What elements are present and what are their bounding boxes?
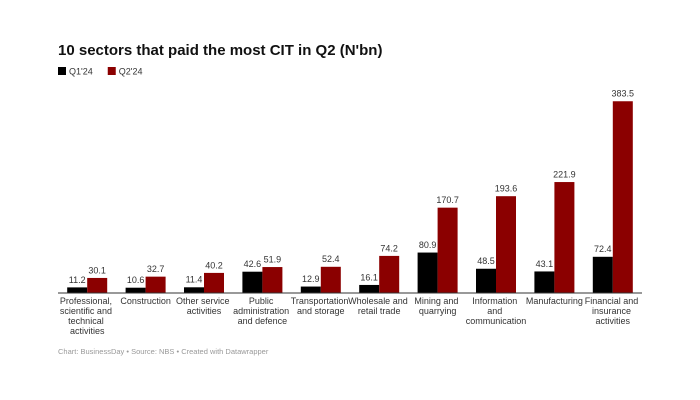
x-tick-label: Construction [120,296,171,306]
value-label: 10.6 [127,275,145,285]
value-label: 74.2 [380,243,398,253]
x-tick-line: Financial and [585,296,641,306]
value-label: 43.1 [536,259,554,269]
value-label: 48.5 [477,256,495,266]
bar [612,101,633,293]
x-tick-line: communication [466,316,527,326]
x-tick-label: Public administration and defence [233,296,292,326]
value-label: 383.5 [612,89,635,99]
bar [379,255,400,293]
bar [145,276,166,293]
bar [476,268,496,293]
x-tick-line: Public [249,296,276,306]
bar [262,267,283,293]
x-tick-line: administration [233,306,292,316]
legend-label: Q1'24 [69,66,93,76]
bar [184,287,204,293]
value-label: 80.9 [419,240,437,250]
value-label: 11.2 [69,275,86,285]
value-label: 11.4 [186,275,203,285]
bar [320,266,341,293]
value-label: 72.4 [594,244,612,254]
legend-label: Q2'24 [119,66,143,76]
x-tick-line: Professional, [60,296,115,306]
chart-title: 10 sectors that paid the most CIT in Q2 … [58,42,382,59]
bar [437,207,458,293]
x-tick-line: retail trade [358,306,401,316]
bar [554,182,575,293]
x-tick-line: Transportation [291,296,351,306]
bar [67,287,88,293]
x-tick-line: Information [472,296,520,306]
value-label: 40.2 [205,260,223,270]
legend-swatch [107,67,116,75]
x-tick-line: quarrying [419,306,457,316]
x-tick-label: Professional, scientific and technical a… [60,296,115,336]
x-tick-line: and storage [297,306,345,316]
x-tick-label: Information and communication [466,296,527,326]
bar [417,252,438,293]
x-tick-label: Other service activities [176,296,232,316]
bar [87,277,108,293]
value-label: 42.6 [244,259,262,269]
x-tick-label: Financial and insurance activities [585,296,641,326]
x-tick-label: Wholesale and retail trade [348,296,410,316]
bar [242,271,263,293]
value-label: 221.9 [553,169,576,179]
x-tick-line: technical [68,316,106,326]
x-tick-label: Mining and quarrying [414,296,461,316]
x-tick-line: activities [70,326,105,336]
value-label: 32.7 [147,264,165,274]
x-tick-label: Manufacturing [526,296,583,306]
legend-swatch [58,67,66,75]
x-tick-line: scientific and [60,306,115,316]
value-label: 12.9 [302,274,320,284]
bar [534,271,555,293]
value-label: 16.1 [360,272,378,282]
x-tick-line: Wholesale and [348,296,410,306]
value-label: 170.7 [436,195,459,205]
x-tick-line: activities [187,306,222,316]
value-label: 193.6 [495,184,518,194]
bar [592,256,613,293]
x-tick-line: insurance [592,306,634,316]
bar [300,286,321,293]
x-tick-label: Transportation and storage [291,296,351,316]
x-tick-line: activities [596,316,631,326]
source-note: Chart: BusinessDay • Source: NBS • Creat… [58,347,269,356]
bar [125,287,146,293]
x-tick-line: and defence [238,316,288,326]
x-tick-line: and [487,306,505,316]
x-tick-line: Construction [120,296,171,306]
value-label: 52.4 [322,254,340,264]
x-tick-line: Other service [176,296,232,306]
bar [204,272,224,293]
x-tick-line: Mining and [414,296,461,306]
value-label: 51.9 [264,254,282,264]
bar [359,284,380,293]
value-label: 30.1 [88,265,106,275]
bar [496,196,516,293]
x-tick-line: Manufacturing [526,296,583,306]
